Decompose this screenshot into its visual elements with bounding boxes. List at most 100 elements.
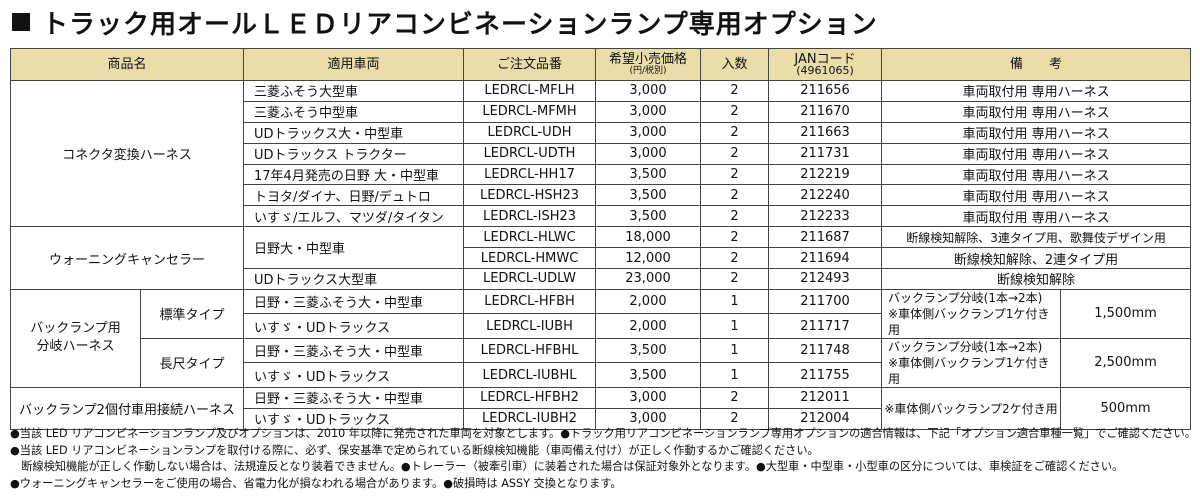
- order-cell: LEDRCL-IUBHL: [463, 362, 597, 388]
- jan-cell: 212233: [768, 205, 883, 228]
- order-cell: LEDRCL-UDH: [463, 121, 597, 144]
- qty-cell: 1: [700, 313, 770, 339]
- remark-cell: 車両取付用 専用ハーネス: [881, 142, 1192, 165]
- order-cell: LEDRCL-HH17: [463, 163, 597, 186]
- price-cell: 3,500: [595, 337, 702, 364]
- order-cell: LEDRCL-HMWC: [463, 247, 597, 270]
- page-title-block: トラック用オールＬＥＤリアコンビネーションランプ専用オプション: [12, 4, 878, 40]
- qty-cell: 2: [700, 247, 770, 270]
- remark-cell: 車両取付用 専用ハーネス: [881, 163, 1192, 186]
- table-row: いすゞ・UDトラックス LEDRCL-IUBH2 3,000 2 212004: [11, 407, 1191, 430]
- table-row: UDトラックス大・中型車 LEDRCL-UDH 3,000 2 211663 車…: [11, 121, 1192, 144]
- qty-cell: 2: [700, 121, 770, 144]
- table-row: ウォーニングキャンセラー 日野大・中型車 LEDRCL-HLWC 18,000 …: [9, 226, 1192, 290]
- qty-cell: 2: [700, 226, 770, 249]
- jan-cell: 211663: [768, 121, 883, 144]
- subgroup-long-type: 長尺タイプ: [139, 337, 245, 388]
- header-vehicle: 適用車両: [243, 48, 465, 81]
- jan-cell: 212004: [768, 407, 883, 430]
- vehicle-cell: いすゞ/エルフ、マツダ/タイタン: [243, 205, 465, 228]
- group-warning-canceller: ウォーニングキャンセラー: [9, 226, 245, 290]
- jan-cell: 211687: [768, 226, 883, 249]
- subgroup-standard-type: 標準タイプ: [139, 288, 245, 339]
- jan-cell: 212011: [768, 386, 883, 409]
- qty-cell: 2: [700, 163, 770, 186]
- price-cell: 3,500: [595, 362, 702, 388]
- vehicle-cell: UDトラックス大型車: [243, 268, 465, 290]
- jan-cell: 211748: [768, 337, 883, 364]
- table-row: UDトラックス大型車 LEDRCL-UDLW 23,000 2 212493 断…: [11, 268, 1192, 290]
- table-header-row: 商品名 適用車両 ご注文品番 希望小売価格 (円/税別) 入数 JANコード (49…: [9, 48, 1192, 81]
- jan-cell: 211656: [768, 80, 883, 102]
- price-cell: 2,000: [595, 288, 702, 315]
- table-row: 17年4月発売の日野 大・中型車 LEDRCL-HH17 3,500 2 212…: [11, 163, 1192, 186]
- footnote-line: ●当該 LED リアコンビネーションランプを取付ける際に、必ず、保安基準で定めら…: [10, 443, 819, 457]
- price-cell: 3,000: [595, 80, 702, 102]
- price-cell: 3,500: [595, 184, 702, 207]
- qty-cell: 2: [700, 80, 770, 102]
- dual-length: 500mm: [1060, 386, 1192, 430]
- order-cell: LEDRCL-ISH23: [463, 205, 597, 228]
- qty-cell: 2: [700, 386, 770, 409]
- table-row: バックランプ用 分岐ハーネス 標準タイプ 日野・三菱ふそう大・中型車 LEDRC…: [10, 288, 1192, 388]
- remark-cell: 断線検知解除、3連タイプ用、歌舞伎デザイン用: [881, 226, 1192, 249]
- qty-cell: 1: [700, 337, 770, 364]
- remark-cell: 断線検知解除: [881, 268, 1192, 290]
- table-row: 三菱ふそう中型車 LEDRCL-MFMH 3,000 2 211670 車両取付…: [11, 100, 1192, 123]
- header-jan: JANコード (4961065): [768, 48, 883, 81]
- group-backlamp-branch-harness: バックランプ用 分岐ハーネス: [10, 288, 141, 388]
- group-dual-backlamp-harness: バックランプ2個付車用接続ハーネス: [9, 386, 245, 430]
- price-cell: 3,000: [595, 386, 702, 409]
- order-cell: LEDRCL-IUBH: [463, 313, 597, 339]
- table-row: バックランプ2個付車用接続ハーネス 日野・三菱ふそう大・中型車 LEDRCL-H…: [9, 386, 1192, 430]
- footnote-line: ●ウォーニングキャンセラーをご使用の場合、省電力化が損なわれる場合があります。●…: [10, 476, 622, 490]
- dual-remark: ※車体側バックランプ2ケ付き用: [881, 386, 1062, 430]
- qty-cell: 1: [700, 362, 770, 388]
- vehicle-cell: 日野・三菱ふそう大・中型車: [243, 288, 465, 315]
- qty-cell: 2: [700, 184, 770, 207]
- order-cell: LEDRCL-UDTH: [463, 142, 597, 165]
- price-cell: 3,000: [595, 121, 702, 144]
- vehicle-cell: 17年4月発売の日野 大・中型車: [243, 163, 465, 186]
- footnotes: ●当該 LED リアコンビネーションランプ及びオプションは、2010 年以降に発…: [10, 426, 1196, 492]
- vehicle-cell: 日野大・中型車: [243, 226, 465, 270]
- jan-cell: 212240: [768, 184, 883, 207]
- standard-length: 1,500mm: [1060, 288, 1192, 339]
- qty-cell: 1: [700, 288, 770, 315]
- remark-cell: 車両取付用 専用ハーネス: [881, 80, 1192, 102]
- order-cell: LEDRCL-MFMH: [463, 100, 597, 123]
- order-cell: LEDRCL-HFBHL: [463, 337, 597, 364]
- jan-cell: 211670: [768, 100, 883, 123]
- table-row: いすゞ・UDトラックス LEDRCL-IUBH 2,000 1 211717: [11, 313, 1191, 339]
- price-cell: 3,000: [595, 100, 702, 123]
- qty-cell: 2: [700, 407, 770, 430]
- vehicle-cell: いすゞ・UDトラックス: [243, 313, 465, 339]
- jan-cell: 211731: [768, 142, 883, 165]
- long-length: 2,500mm: [1060, 337, 1192, 388]
- table-row: コネクタ変換ハーネス 三菱ふそう大型車 LEDRCL-MFLH 3,000 2 …: [9, 79, 1192, 228]
- order-cell: LEDRCL-HFBH: [463, 288, 597, 315]
- vehicle-cell: 三菱ふそう中型車: [243, 100, 465, 123]
- vehicle-cell: 三菱ふそう大型車: [243, 80, 465, 102]
- remark-cell: 車両取付用 専用ハーネス: [881, 100, 1192, 123]
- price-cell: 3,000: [595, 142, 702, 165]
- standard-remark: バックランプ分岐(1本→2本) ※車体側バックランプ1ケ付き用: [881, 288, 1062, 339]
- footnote-line: 断線検知機能が正しく作動しない場合は、法規違反となり装着できません。●トレーラー…: [10, 460, 1124, 474]
- table-row: LEDRCL-HMWC 12,000 2 211694 断線検知解除、2連タイプ…: [11, 247, 1192, 270]
- remark-cell: 車両取付用 専用ハーネス: [881, 184, 1192, 207]
- header-remarks: 備 考: [881, 48, 1192, 81]
- footnote-line: ●当該 LED リアコンビネーションランプ及びオプションは、2010 年以降に発…: [10, 427, 1196, 440]
- qty-cell: 2: [700, 100, 770, 123]
- table-row: いすゞ/エルフ、マツダ/タイタン LEDRCL-ISH23 3,500 2 21…: [11, 205, 1192, 228]
- remark-cell: 車両取付用 専用ハーネス: [881, 121, 1192, 144]
- header-price: 希望小売価格 (円/税別): [595, 48, 702, 81]
- group-connector-harness: コネクタ変換ハーネス: [9, 79, 245, 228]
- jan-cell: 211755: [768, 362, 883, 388]
- order-cell: LEDRCL-HFBH2: [463, 386, 597, 409]
- header-qty: 入数: [700, 48, 770, 81]
- price-cell: 23,000: [595, 268, 702, 290]
- vehicle-cell: 日野・三菱ふそう大・中型車: [243, 337, 465, 364]
- price-cell: 18,000: [595, 226, 702, 249]
- jan-cell: 212219: [768, 163, 883, 186]
- jan-cell: 211700: [768, 288, 883, 315]
